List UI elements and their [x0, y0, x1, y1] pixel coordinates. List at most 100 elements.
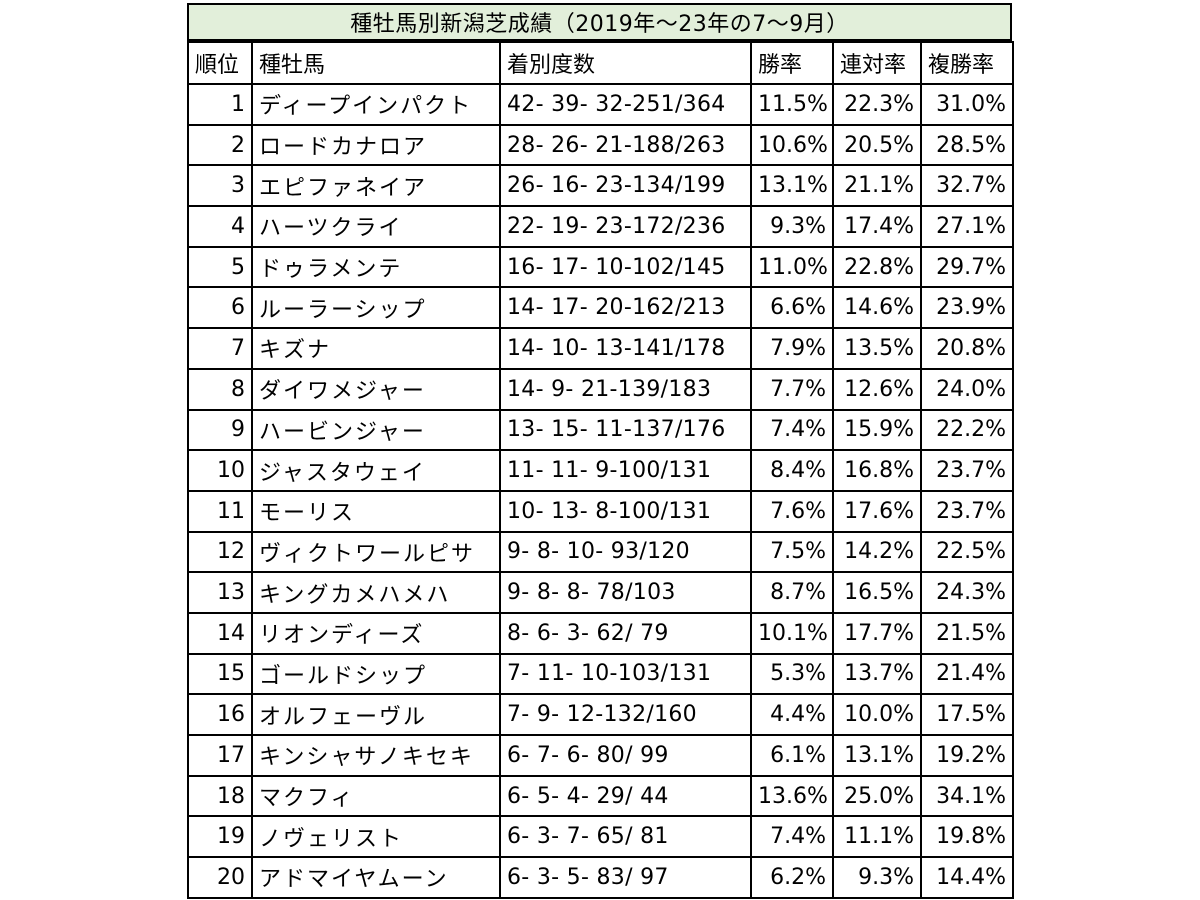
- rank-cell: 9: [187, 408, 253, 452]
- place-rate-cell: 23.7%: [920, 449, 1014, 492]
- sire-name-cell: ハーツクライ: [251, 205, 501, 248]
- record-cell: 6- 3- 7- 65/ 81: [499, 815, 752, 859]
- place-rate-cell: 20.8%: [920, 327, 1014, 370]
- win-rate-cell: 8.4%: [750, 449, 834, 492]
- record-cell: 7- 9- 12-132/160: [499, 693, 752, 736]
- place-rate-cell: 23.9%: [920, 286, 1014, 330]
- quinella-rate-cell: 17.7%: [832, 611, 922, 655]
- header-quinella-rate: 連対率: [832, 41, 922, 85]
- place-rate-cell: 14.4%: [920, 856, 1014, 899]
- table-row: 9 ハービンジャー 13- 15- 11-137/176 7.4% 15.9% 22.2%: [187, 408, 1014, 452]
- rank-cell: 15: [187, 652, 253, 696]
- sire-name-cell: ジャスタウェイ: [251, 449, 501, 492]
- win-rate-cell: 7.9%: [750, 327, 834, 370]
- table-row: 17 キンシャサノキセキ 6- 7- 6- 80/ 99 6.1% 13.1% 19.2…: [187, 734, 1014, 777]
- sire-name-cell: オルフェーヴル: [251, 693, 501, 736]
- win-rate-cell: 10.6%: [750, 123, 834, 167]
- rank-cell: 11: [187, 489, 253, 533]
- rank-cell: 12: [187, 530, 253, 574]
- place-rate-cell: 21.4%: [920, 652, 1014, 696]
- sire-name-cell: ノヴェリスト: [251, 815, 501, 859]
- record-cell: 13- 15- 11-137/176: [499, 408, 752, 452]
- win-rate-cell: 7.7%: [750, 367, 834, 411]
- win-rate-cell: 11.0%: [750, 245, 834, 289]
- sire-name-cell: エピファネイア: [251, 164, 501, 208]
- table-row: 2 ロードカナロア 28- 26- 21-188/263 10.6% 20.5% 28.5…: [187, 123, 1014, 167]
- win-rate-cell: 6.1%: [750, 734, 834, 777]
- win-rate-cell: 7.5%: [750, 530, 834, 574]
- rank-cell: 19: [187, 815, 253, 859]
- sire-name-cell: リオンディーズ: [251, 611, 501, 655]
- quinella-rate-cell: 16.8%: [832, 449, 922, 492]
- record-cell: 14- 17- 20-162/213: [499, 286, 752, 330]
- sire-name-cell: ロードカナロア: [251, 123, 501, 167]
- quinella-rate-cell: 14.2%: [832, 530, 922, 574]
- win-rate-cell: 11.5%: [750, 83, 834, 126]
- win-rate-cell: 5.3%: [750, 652, 834, 696]
- place-rate-cell: 32.7%: [920, 164, 1014, 208]
- header-win-rate: 勝率: [750, 41, 834, 85]
- win-rate-cell: 10.1%: [750, 611, 834, 655]
- rank-cell: 5: [187, 245, 253, 289]
- results-sheet: 種牡馬別新潟芝成績（2019年～23年の7～9月） 順位 種牡馬 着別度数 勝率…: [187, 3, 1014, 899]
- place-rate-cell: 19.8%: [920, 815, 1014, 859]
- table-row: 18 マクフィ 6- 5- 4- 29/ 44 13.6% 25.0% 34.1%: [187, 774, 1014, 818]
- rank-cell: 18: [187, 774, 253, 818]
- quinella-rate-cell: 13.1%: [832, 734, 922, 777]
- sire-name-cell: ルーラーシップ: [251, 286, 501, 330]
- win-rate-cell: 4.4%: [750, 693, 834, 736]
- header-record: 着別度数: [499, 41, 752, 85]
- quinella-rate-cell: 14.6%: [832, 286, 922, 330]
- table-row: 12 ヴィクトワールピサ 9- 8- 10- 93/120 7.5% 14.2% 22.…: [187, 530, 1014, 574]
- record-cell: 10- 13- 8-100/131: [499, 489, 752, 533]
- place-rate-cell: 22.5%: [920, 530, 1014, 574]
- record-cell: 7- 11- 10-103/131: [499, 652, 752, 696]
- record-cell: 6- 5- 4- 29/ 44: [499, 774, 752, 818]
- table-row: 19 ノヴェリスト 6- 3- 7- 65/ 81 7.4% 11.1% 19.8%: [187, 815, 1014, 859]
- sire-results-table: 順位 種牡馬 着別度数 勝率 連対率 複勝率 1 ディープインパクト 42- 39-…: [187, 41, 1014, 899]
- rank-cell: 20: [187, 856, 253, 899]
- table-row: 10 ジャスタウェイ 11- 11- 9-100/131 8.4% 16.8% 23.7%: [187, 449, 1014, 492]
- table-row: 15 ゴールドシップ 7- 11- 10-103/131 5.3% 13.7% 21.4…: [187, 652, 1014, 696]
- quinella-rate-cell: 16.5%: [832, 571, 922, 614]
- header-place-rate: 複勝率: [920, 41, 1014, 85]
- table-row: 4 ハーツクライ 22- 19- 23-172/236 9.3% 17.4% 27.1%: [187, 205, 1014, 248]
- rank-cell: 16: [187, 693, 253, 736]
- record-cell: 22- 19- 23-172/236: [499, 205, 752, 248]
- place-rate-cell: 21.5%: [920, 611, 1014, 655]
- place-rate-cell: 17.5%: [920, 693, 1014, 736]
- sire-name-cell: キズナ: [251, 327, 501, 370]
- sire-name-cell: ドゥラメンテ: [251, 245, 501, 289]
- rank-cell: 7: [187, 327, 253, 370]
- win-rate-cell: 7.6%: [750, 489, 834, 533]
- quinella-rate-cell: 10.0%: [832, 693, 922, 736]
- place-rate-cell: 22.2%: [920, 408, 1014, 452]
- place-rate-cell: 29.7%: [920, 245, 1014, 289]
- rank-cell: 3: [187, 164, 253, 208]
- record-cell: 6- 7- 6- 80/ 99: [499, 734, 752, 777]
- quinella-rate-cell: 22.8%: [832, 245, 922, 289]
- sire-name-cell: ダイワメジャー: [251, 367, 501, 411]
- quinella-rate-cell: 21.1%: [832, 164, 922, 208]
- rank-cell: 8: [187, 367, 253, 411]
- table-row: 8 ダイワメジャー 14- 9- 21-139/183 7.7% 12.6% 24.0%: [187, 367, 1014, 411]
- quinella-rate-cell: 17.6%: [832, 489, 922, 533]
- sire-name-cell: キングカメハメハ: [251, 571, 501, 614]
- record-cell: 11- 11- 9-100/131: [499, 449, 752, 492]
- rank-cell: 10: [187, 449, 253, 492]
- rank-cell: 14: [187, 611, 253, 655]
- sire-name-cell: ハービンジャー: [251, 408, 501, 452]
- quinella-rate-cell: 9.3%: [832, 856, 922, 899]
- sire-name-cell: ディープインパクト: [251, 83, 501, 126]
- table-row: 6 ルーラーシップ 14- 17- 20-162/213 6.6% 14.6% 23.9%: [187, 286, 1014, 330]
- place-rate-cell: 24.3%: [920, 571, 1014, 614]
- record-cell: 28- 26- 21-188/263: [499, 123, 752, 167]
- rank-cell: 1: [187, 83, 253, 126]
- record-cell: 16- 17- 10-102/145: [499, 245, 752, 289]
- table-row: 13 キングカメハメハ 9- 8- 8- 78/103 8.7% 16.5% 24.3%: [187, 571, 1014, 614]
- place-rate-cell: 34.1%: [920, 774, 1014, 818]
- table-row: 7 キズナ 14- 10- 13-141/178 7.9% 13.5% 20.8%: [187, 327, 1014, 370]
- header-rank: 順位: [187, 41, 253, 85]
- win-rate-cell: 13.6%: [750, 774, 834, 818]
- win-rate-cell: 6.6%: [750, 286, 834, 330]
